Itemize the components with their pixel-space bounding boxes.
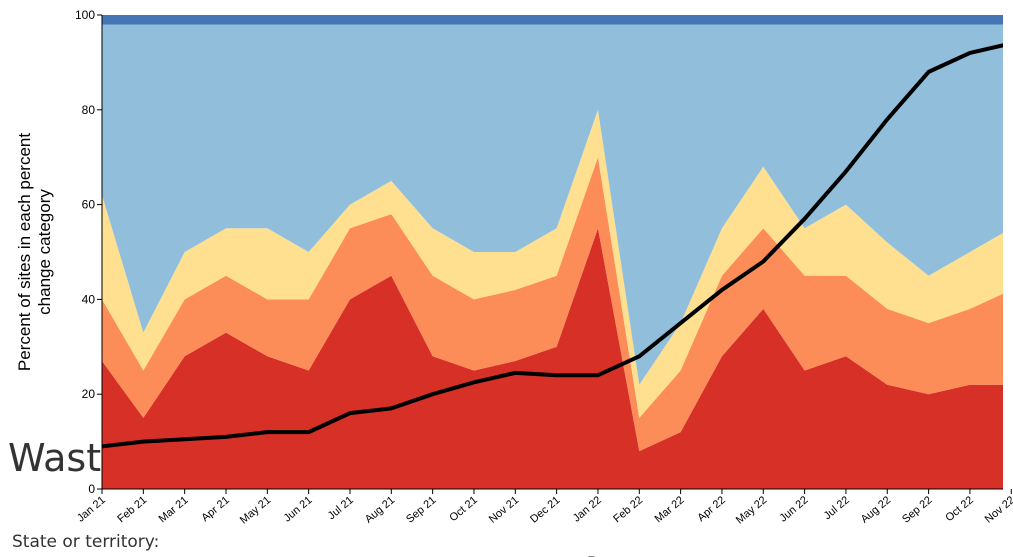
plot-area <box>102 15 1003 489</box>
x-tick-label: Jun 22 <box>778 494 811 524</box>
x-tick-label: Apr 21 <box>199 494 232 524</box>
x-tick-label: Feb 22 <box>611 494 645 525</box>
y-tick-label: 20 <box>82 387 96 401</box>
x-tick-label: Mar 21 <box>157 494 191 525</box>
x-tick-label: Nov 22 <box>983 494 1013 526</box>
x-tick-label: Nov 21 <box>487 494 521 526</box>
area <box>102 157 1003 452</box>
x-tick-label: Jun 21 <box>282 494 315 524</box>
area <box>102 15 1003 25</box>
x-tick-label: Sep 21 <box>404 494 438 526</box>
x-tick-label: Sep 22 <box>900 494 934 526</box>
x-tick-label: Aug 22 <box>859 494 893 526</box>
y-tick-label: 60 <box>82 198 96 212</box>
y-axis-label: change category <box>35 189 54 315</box>
x-tick-label: May 22 <box>734 494 769 526</box>
area <box>102 109 1003 418</box>
x-tick-label: Jul 21 <box>326 494 356 522</box>
y-tick-label: 80 <box>82 103 96 117</box>
x-tick-label: Mar 22 <box>653 494 687 525</box>
x-tick-label: Jul 22 <box>822 494 852 522</box>
x-tick-label: Dec 21 <box>528 494 562 526</box>
x-tick-label: Oct 22 <box>943 494 976 524</box>
x-tick-label: Feb 21 <box>115 494 149 525</box>
area <box>102 24 1003 385</box>
y-axis-label: Percent of sites in each percent <box>15 133 34 371</box>
x-tick-label: Oct 21 <box>447 494 480 524</box>
line <box>102 43 1003 449</box>
y-tick-label: 0 <box>88 482 95 496</box>
x-tick-label: Jan 21 <box>75 494 108 524</box>
x-tick-label: May 21 <box>238 494 273 526</box>
y-tick-label: 100 <box>75 8 95 22</box>
filter-label: State or territory: <box>12 532 160 552</box>
x-tick-label: Jan 22 <box>571 494 604 524</box>
y-tick-label: 40 <box>82 292 96 306</box>
x-tick-label: Aug 21 <box>363 494 397 526</box>
x-tick-label: Apr 22 <box>695 494 728 524</box>
x-axis-label: Date <box>587 553 623 557</box>
heading: Wast <box>8 436 102 480</box>
